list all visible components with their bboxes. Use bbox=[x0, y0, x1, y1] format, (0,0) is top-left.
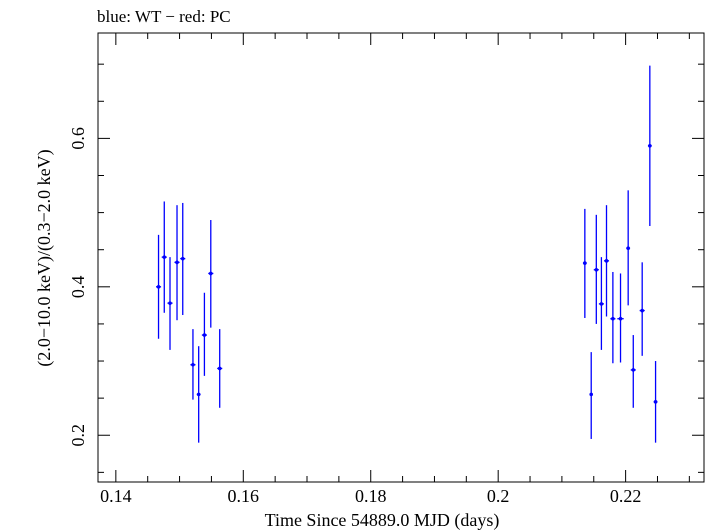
y-tick-label: 0.2 bbox=[68, 424, 88, 447]
data-point bbox=[155, 234, 162, 339]
data-point bbox=[647, 65, 652, 226]
x-axis-title: Time Since 54889.0 MJD (days) bbox=[265, 510, 500, 531]
data-point bbox=[201, 292, 207, 376]
point-marker bbox=[640, 308, 644, 313]
data-point bbox=[180, 202, 186, 316]
point-marker bbox=[583, 261, 587, 265]
plot-frame bbox=[97, 32, 705, 483]
data-point bbox=[217, 329, 223, 408]
point-marker bbox=[217, 366, 222, 371]
data-point bbox=[593, 214, 599, 324]
point-marker bbox=[180, 256, 185, 261]
x-tick-label: 0.22 bbox=[610, 486, 642, 506]
x-tick-label: 0.14 bbox=[100, 486, 132, 506]
data-point bbox=[610, 271, 616, 364]
point-marker bbox=[604, 259, 609, 263]
data-point bbox=[630, 335, 636, 408]
point-marker bbox=[648, 144, 652, 148]
y-axis: 0.2 0.4 0.6 bbox=[68, 63, 704, 473]
data-point bbox=[653, 361, 658, 443]
y-tick-label: 0.6 bbox=[68, 127, 88, 150]
x-tick-label: 0.2 bbox=[487, 486, 510, 506]
data-point bbox=[603, 205, 610, 317]
data-point bbox=[190, 329, 196, 400]
point-marker bbox=[618, 316, 623, 321]
point-marker bbox=[653, 400, 658, 404]
point-marker bbox=[594, 267, 599, 272]
point-marker bbox=[589, 392, 594, 397]
x-tick-label: 0.16 bbox=[228, 486, 260, 506]
data-point bbox=[174, 205, 180, 321]
point-marker bbox=[202, 333, 207, 337]
data-point bbox=[196, 346, 201, 443]
data-point bbox=[598, 257, 604, 350]
point-marker bbox=[156, 285, 161, 289]
point-marker bbox=[631, 368, 636, 372]
chart-title: blue: WT − red: PC bbox=[97, 7, 231, 26]
data-point bbox=[626, 190, 631, 306]
x-tick-label: 0.18 bbox=[355, 486, 387, 506]
data-point bbox=[639, 262, 645, 356]
data-point bbox=[617, 273, 624, 363]
y-tick-label: 0.4 bbox=[68, 276, 88, 299]
point-marker bbox=[162, 255, 167, 259]
point-marker bbox=[196, 392, 201, 397]
point-marker bbox=[208, 271, 213, 276]
point-marker bbox=[626, 246, 630, 251]
point-marker bbox=[168, 301, 172, 305]
data-point bbox=[167, 257, 173, 350]
data-point bbox=[161, 201, 167, 313]
x-axis: 0.14 0.16 0.18 0.2 0.22 bbox=[100, 33, 690, 506]
point-marker bbox=[175, 260, 179, 265]
data-point bbox=[582, 208, 587, 318]
data-points bbox=[155, 65, 658, 443]
point-marker bbox=[191, 362, 195, 367]
data-point bbox=[208, 220, 214, 328]
point-marker bbox=[599, 302, 604, 306]
point-marker bbox=[611, 316, 615, 321]
y-axis-title: (2.0−10.0 keV)/(0.3−2.0 keV) bbox=[34, 149, 55, 366]
data-point bbox=[589, 352, 594, 439]
